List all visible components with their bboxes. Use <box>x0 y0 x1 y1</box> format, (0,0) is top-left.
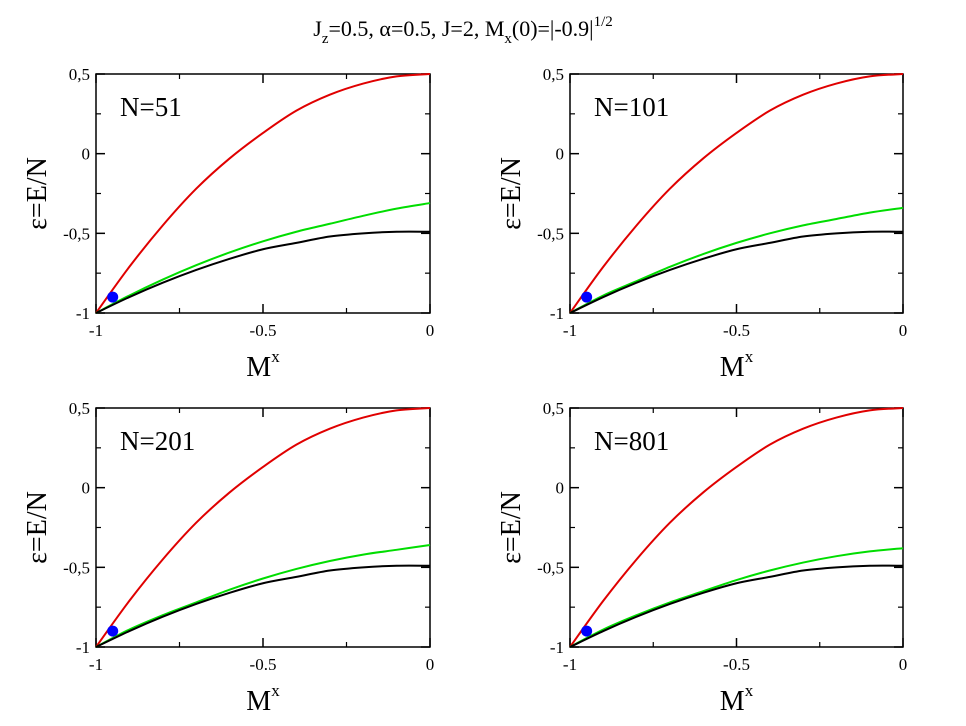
series-line <box>569 73 904 314</box>
series-line <box>95 564 431 648</box>
x-axis-title-sup: x <box>271 681 280 700</box>
x-tick-label: -1 <box>563 655 577 674</box>
chart-panel: -1 -0,5 0 0,5 -1 -0.5 0 N=801 Mx ε=E/N <box>496 399 907 717</box>
chart-panel: -1 -0,5 0 0,5 -1 -0.5 0 N=51 Mx ε=E/N <box>22 65 434 383</box>
series-line <box>95 202 431 314</box>
y-tick-label: 0 <box>556 145 565 164</box>
x-tick-label: -0.5 <box>723 655 750 674</box>
chart-panel: -1 -0,5 0 0,5 -1 -0.5 0 N=101 Mx ε=E/N <box>496 65 907 383</box>
panel-label: N=101 <box>594 92 669 122</box>
figure-title: Jz=0.5, α=0.5, J=2, Mx(0)=|-0.9|1/2 <box>313 14 613 47</box>
x-tick-label: -0.5 <box>723 321 750 340</box>
y-tick-label: -1 <box>550 638 564 657</box>
x-axis-title: Mx <box>720 347 754 383</box>
y-tick-label: 0,5 <box>69 65 90 84</box>
initial-point-marker <box>107 625 119 637</box>
x-tick-label: -0.5 <box>250 655 277 674</box>
title-part: x <box>504 31 512 47</box>
series-line <box>569 407 904 648</box>
series-line <box>569 564 904 648</box>
x-axis-title-base: M <box>720 686 745 717</box>
chart-panel: -1 -0,5 0 0,5 -1 -0.5 0 N=201 Mx ε=E/N <box>22 399 434 717</box>
x-tick-label: -1 <box>89 321 103 340</box>
y-tick-label: -1 <box>550 304 564 323</box>
y-tick-label: -0,5 <box>63 224 90 243</box>
y-axis-title: ε=E/N <box>22 157 53 230</box>
x-tick-label: -1 <box>563 321 577 340</box>
x-axis-title-sup: x <box>271 347 280 366</box>
title-part: 1/2 <box>594 14 613 30</box>
series-line <box>569 230 904 314</box>
y-axis-title: ε=E/N <box>496 157 527 230</box>
y-tick-label: 0,5 <box>543 65 564 84</box>
x-axis-title-sup: x <box>745 681 754 700</box>
title-part: (0)=|-0.9| <box>512 16 594 41</box>
chart-panels: -1-0,500,5-1 -0.5 0N=51Mxε=E/N-1-0,500,5-1… <box>22 65 907 717</box>
initial-point-marker <box>581 291 593 303</box>
y-tick-label: -1 <box>76 304 90 323</box>
panel-label: N=51 <box>120 92 182 122</box>
x-axis-title: Mx <box>246 347 280 383</box>
title-part: =0.5, J=2, M <box>391 16 504 41</box>
y-axis-title: ε=E/N <box>22 491 53 564</box>
initial-point-marker <box>581 625 593 637</box>
x-tick-label: 0 <box>426 321 435 340</box>
x-tick-label: -0.5 <box>250 321 277 340</box>
y-tick-label: 0 <box>82 145 91 164</box>
y-tick-label: 0,5 <box>69 399 90 418</box>
x-axis-title-base: M <box>246 352 271 383</box>
x-axis-title-base: M <box>720 352 745 383</box>
series-line <box>569 206 904 314</box>
title-part: z <box>322 31 329 47</box>
series-line <box>95 230 431 314</box>
x-axis-title-base: M <box>246 686 271 717</box>
panel-label: N=201 <box>120 426 195 456</box>
y-tick-label: 0 <box>82 479 91 498</box>
series-line <box>569 547 904 648</box>
series-line <box>95 544 431 648</box>
initial-point-marker <box>107 291 119 303</box>
y-tick-label: -1 <box>76 638 90 657</box>
x-axis-title-sup: x <box>745 347 754 366</box>
series-line <box>95 73 431 314</box>
y-tick-label: 0,5 <box>543 399 564 418</box>
x-tick-label: 0 <box>899 655 908 674</box>
x-tick-label: 0 <box>899 321 908 340</box>
y-tick-label: 0 <box>556 479 565 498</box>
title-part: α <box>379 16 391 41</box>
y-axis-title: ε=E/N <box>496 491 527 564</box>
title-part: J <box>313 16 322 41</box>
title-part: =0.5, <box>328 16 379 41</box>
y-tick-label: -0,5 <box>537 224 564 243</box>
x-axis-title: Mx <box>720 681 754 717</box>
x-tick-label: 0 <box>426 655 435 674</box>
x-tick-label: -1 <box>89 655 103 674</box>
series-line <box>95 407 431 648</box>
y-tick-label: -0,5 <box>63 558 90 577</box>
y-tick-label: -0,5 <box>537 558 564 577</box>
x-axis-title: Mx <box>246 681 280 717</box>
panel-label: N=801 <box>594 426 669 456</box>
